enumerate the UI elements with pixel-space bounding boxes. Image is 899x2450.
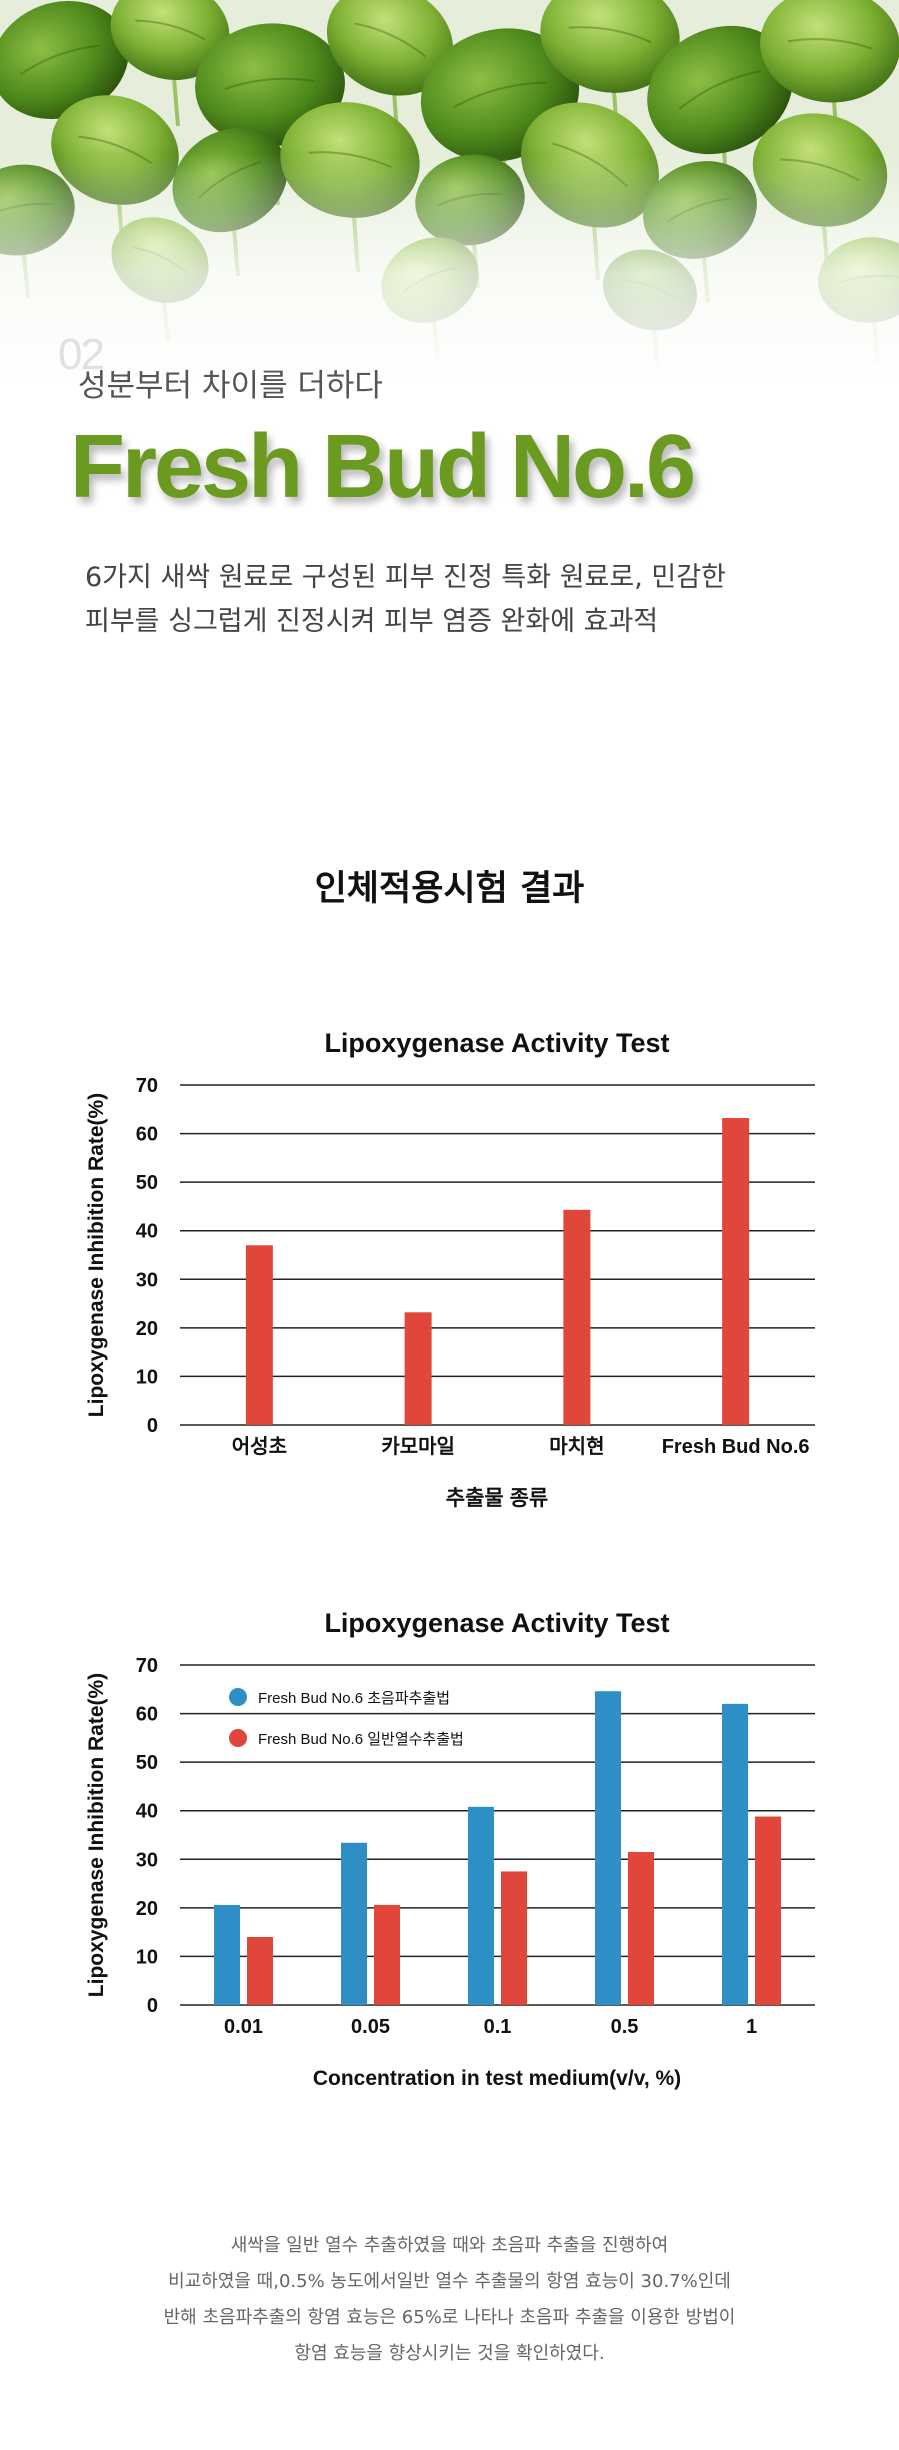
y-tick-label: 10	[136, 1366, 158, 1388]
y-tick-label: 0	[147, 1995, 158, 2017]
legend-label: Fresh Bud No.6 초음파추출법	[258, 1690, 450, 1707]
y-axis-label: Lipoxygenase Inhibition Rate(%)	[85, 1093, 108, 1417]
footnote-line: 반해 초음파추출의 항염 효능은 65%로 나타나 초음파 추출을 이용한 방법…	[163, 2307, 736, 2328]
section-number: 02	[58, 330, 105, 379]
bar	[628, 1852, 654, 2005]
bar	[468, 1806, 494, 2005]
footnote-line: 항염 효능을 향상시키는 것을 확인하였다.	[294, 2343, 605, 2364]
y-tick-label: 50	[136, 1172, 158, 1194]
bar	[374, 1904, 400, 2005]
y-tick-label: 60	[136, 1124, 158, 1146]
y-tick-label: 70	[136, 1655, 158, 1677]
bar	[595, 1691, 621, 2005]
bar-chart-extracts: Lipoxygenase Activity Test Lipoxygenase I…	[85, 1028, 815, 1510]
x-tick-label: 어성초	[232, 1435, 287, 1458]
y-tick-label: 0	[147, 1415, 158, 1437]
intro-description: 6가지 새싹 원료로 구성된 피부 진정 특화 원료로, 민감한 피부를 싱그럽…	[85, 556, 805, 644]
chart-title: Lipoxygenase Activity Test	[324, 1608, 669, 1638]
bar	[245, 1245, 273, 1425]
x-axis-label: 추출물 종류	[446, 1487, 548, 1510]
hero-image	[0, 0, 899, 440]
x-tick-label: 0.1	[484, 2016, 512, 2038]
y-tick-label: 30	[136, 1849, 158, 1871]
x-tick-label: 카모마일	[381, 1435, 455, 1458]
y-tick-label: 50	[136, 1752, 158, 1774]
y-tick-label: 40	[136, 1801, 158, 1823]
bar	[247, 1937, 273, 2005]
chart-extract-types: Lipoxygenase Activity Test Lipoxygenase I…	[0, 1010, 899, 1520]
y-tick-label: 40	[136, 1221, 158, 1243]
bar	[341, 1842, 367, 2005]
description-line: 피부를 싱그럽게 진정시켜 피부 염증 완화에 효과적	[85, 606, 659, 637]
bar-chart-concentration: Lipoxygenase Activity Test Lipoxygenase I…	[85, 1608, 815, 2090]
bar	[722, 1118, 750, 1425]
intro-subtitle: 성분부터 차이를 더하다	[78, 368, 383, 404]
legend-marker	[229, 1688, 247, 1706]
x-tick-label: 0.01	[224, 2016, 263, 2038]
bar	[404, 1312, 432, 1425]
legend-marker	[229, 1729, 247, 1747]
x-tick-label: 0.5	[611, 2016, 639, 2038]
footnote-line: 비교하였을 때,0.5% 농도에서일반 열수 추출물의 항염 효능이 30.7%…	[168, 2271, 731, 2292]
description-line: 6가지 새싹 원료로 구성된 피부 진정 특화 원료로, 민감한	[85, 562, 726, 593]
x-tick-label: 1	[746, 2016, 757, 2038]
y-tick-label: 20	[136, 1898, 158, 1920]
y-axis-label: Lipoxygenase Inhibition Rate(%)	[85, 1673, 108, 1997]
chart-title: Lipoxygenase Activity Test	[324, 1028, 669, 1058]
x-tick-label: 마치현	[549, 1435, 604, 1458]
x-axis-label: Concentration in test medium(v/v, %)	[313, 2067, 681, 2090]
product-title: Fresh Bud No.6	[70, 417, 696, 517]
footnote-line: 새싹을 일반 열수 추출하였을 때와 초음파 추출을 진행하여	[230, 2235, 669, 2256]
y-tick-label: 70	[136, 1075, 158, 1097]
x-tick-label: Fresh Bud No.6	[662, 1436, 810, 1458]
y-tick-label: 30	[136, 1269, 158, 1291]
bar	[563, 1209, 591, 1425]
bar	[755, 1816, 781, 2005]
bar	[722, 1703, 748, 2005]
bar	[214, 1904, 240, 2005]
y-tick-label: 60	[136, 1704, 158, 1726]
bar	[501, 1871, 527, 2005]
legend-label: Fresh Bud No.6 일반열수추출법	[258, 1731, 464, 1748]
result-footnote: 새싹을 일반 열수 추출하였을 때와 초음파 추출을 진행하여 비교하였을 때,…	[0, 2228, 899, 2372]
section-title: 인체적용시험 결과	[314, 869, 585, 909]
x-tick-label: 0.05	[351, 2016, 390, 2038]
chart-concentration: Lipoxygenase Activity Test Lipoxygenase I…	[0, 1590, 899, 2100]
y-tick-label: 20	[136, 1318, 158, 1340]
y-tick-label: 10	[136, 1946, 158, 1968]
